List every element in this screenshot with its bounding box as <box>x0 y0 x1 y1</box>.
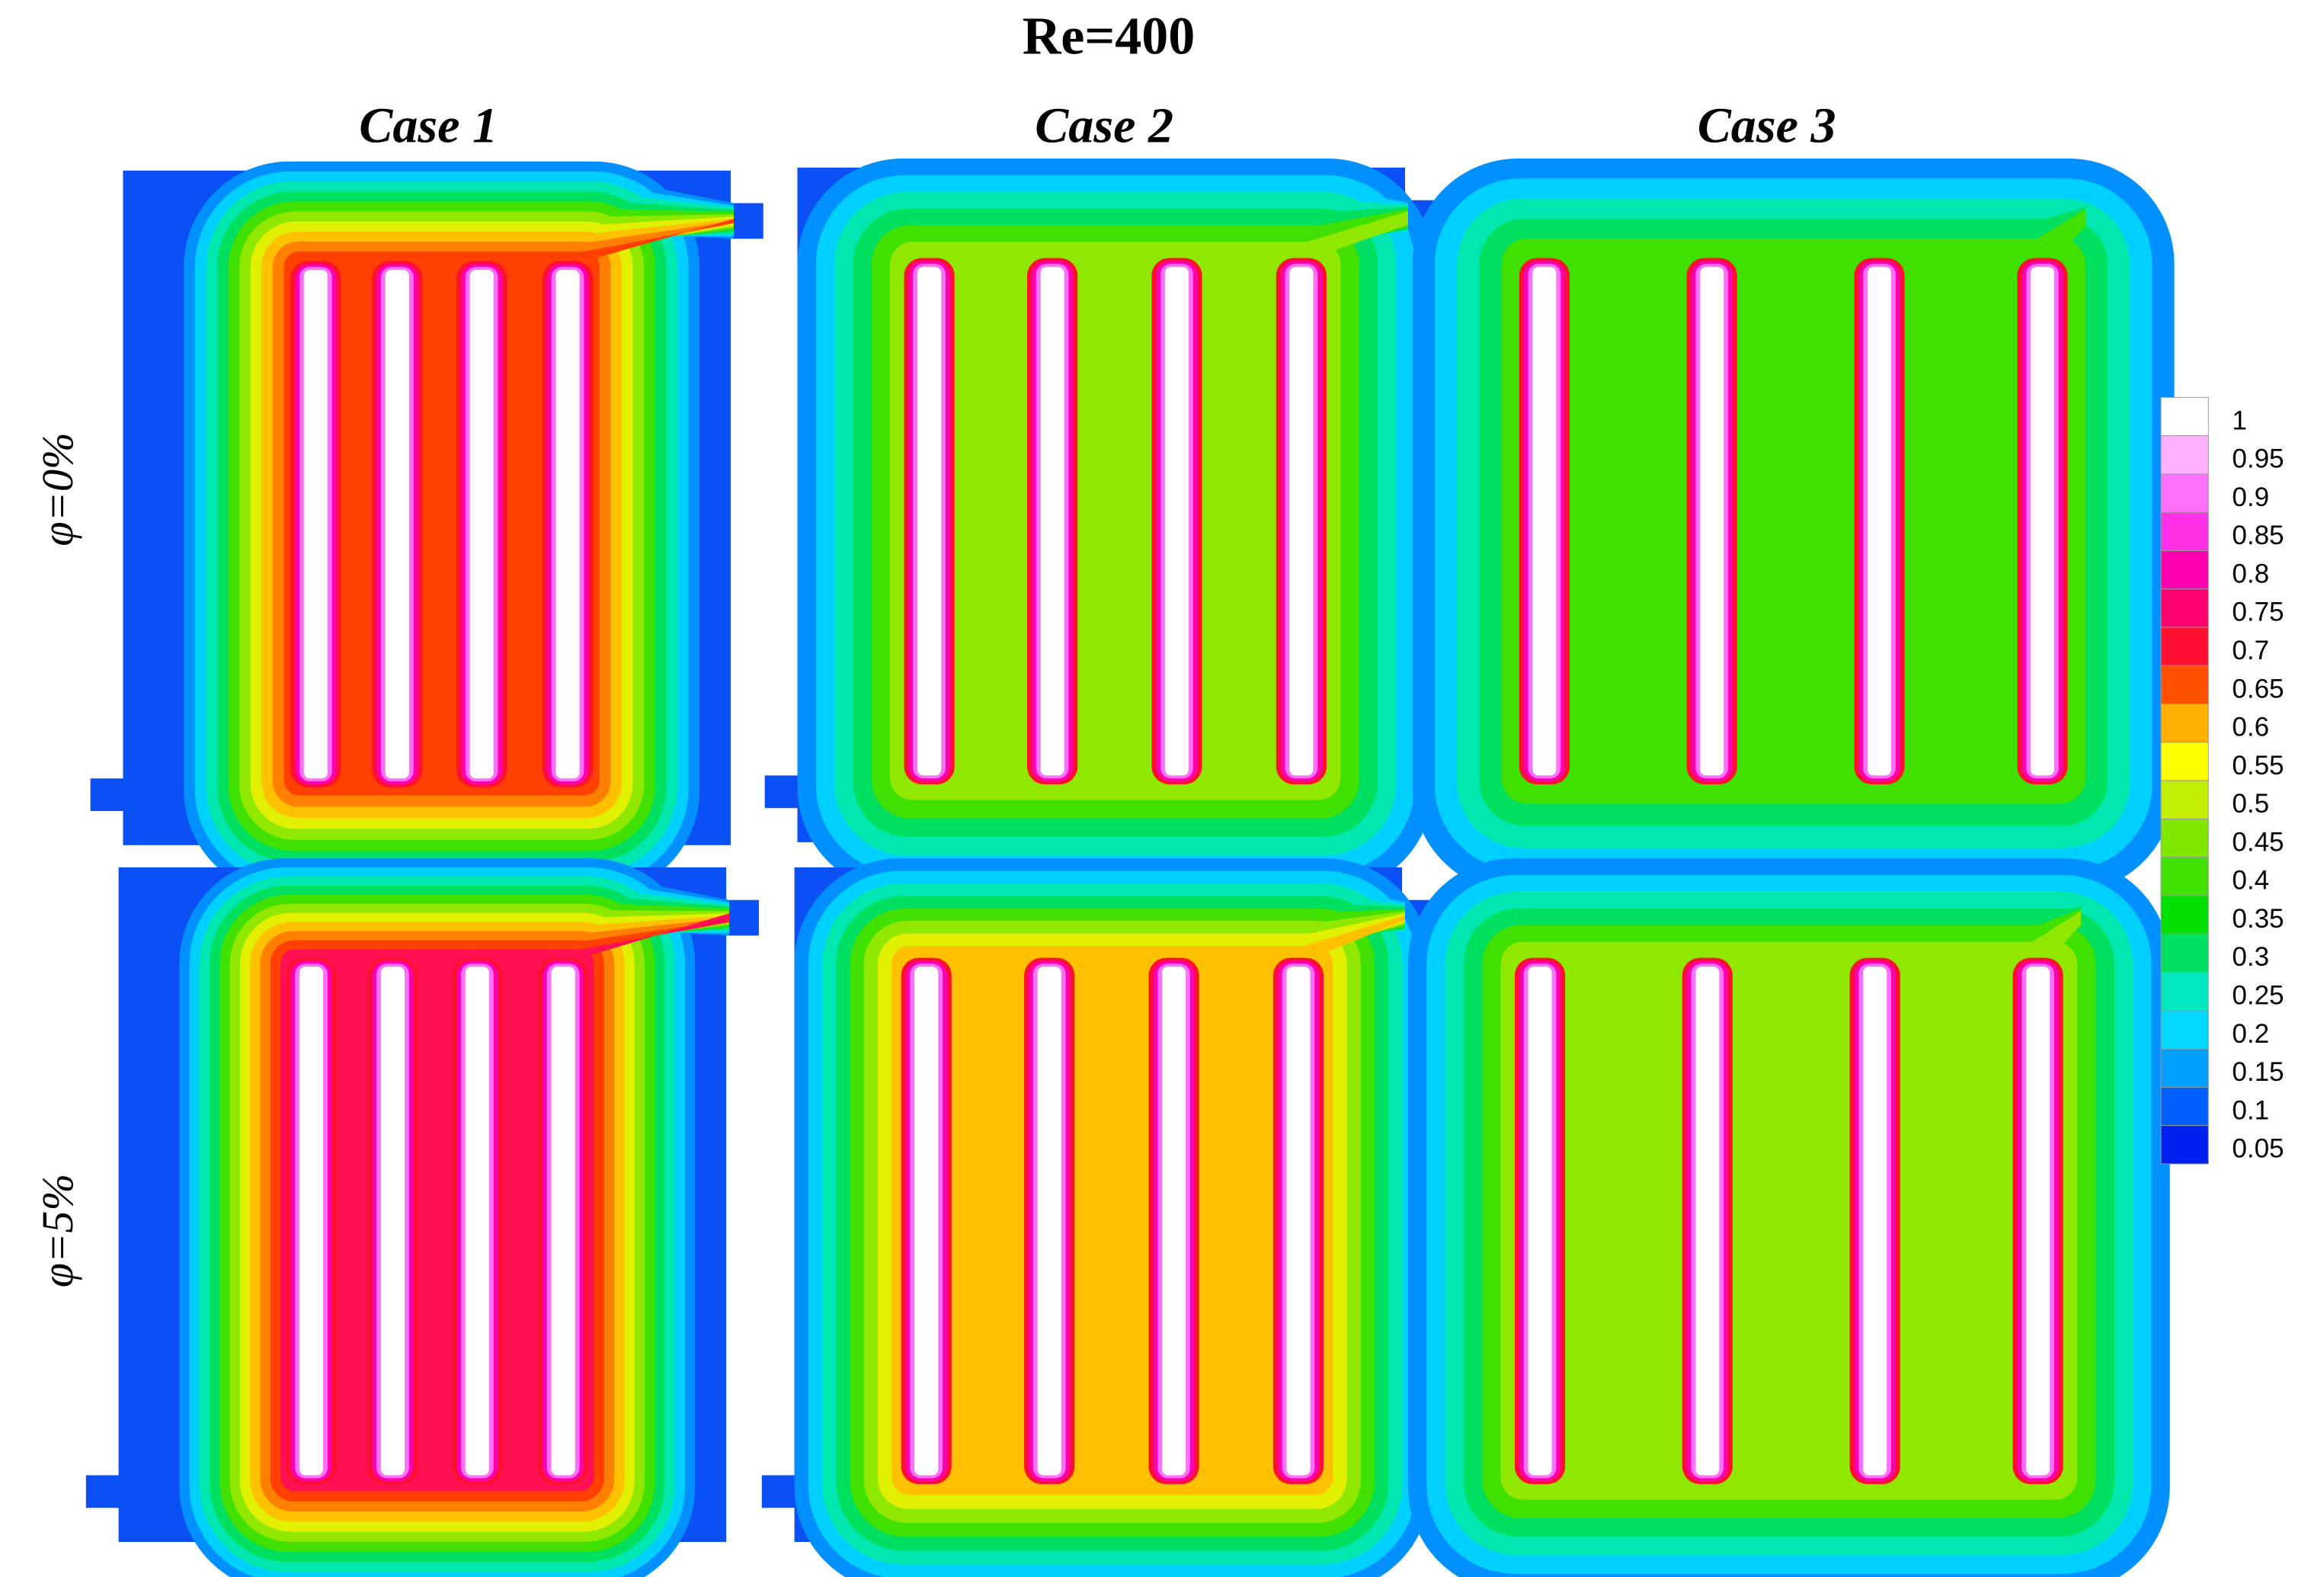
colorbar-swatch <box>2160 396 2209 437</box>
colorbar-label: 0.3 <box>2232 942 2269 972</box>
fin <box>914 966 939 1476</box>
colorbar-label: 0.4 <box>2232 866 2269 896</box>
contour-band <box>280 949 594 1492</box>
contour-panel <box>1407 858 2170 1577</box>
fin <box>469 270 494 779</box>
colorbar-label: 0.6 <box>2232 713 2269 742</box>
fin <box>465 966 489 1476</box>
inlet <box>85 1475 122 1508</box>
inlet <box>90 778 126 812</box>
colorbar-label: 0.25 <box>2232 981 2284 1011</box>
fin <box>380 966 405 1476</box>
colorbar-label: 0.5 <box>2232 789 2269 819</box>
fin <box>917 267 942 776</box>
fin <box>1695 966 1720 1476</box>
colorbar-label: 0.9 <box>2232 482 2269 512</box>
colorbar-label: 0.1 <box>2232 1095 2269 1125</box>
contour-band <box>1286 211 1408 257</box>
contour-band <box>1501 239 2086 804</box>
contour-band <box>548 913 730 960</box>
inlet <box>761 1475 798 1508</box>
colorbar-label: 0.05 <box>2232 1134 2284 1164</box>
contour-band <box>283 252 600 796</box>
colorbar-swatch <box>2160 550 2209 590</box>
contour-band <box>552 218 734 262</box>
colorbar-swatch <box>2160 588 2209 628</box>
figure-title: Re=400 <box>1023 8 1196 66</box>
colorbar-swatch <box>2160 627 2209 666</box>
fin <box>1164 267 1189 776</box>
contour-panel <box>85 858 759 1577</box>
colorbar-label: 0.55 <box>2232 751 2284 780</box>
colorbar-swatch <box>2160 818 2209 858</box>
colorbar-swatch <box>2160 1125 2209 1165</box>
fin <box>1289 267 1314 776</box>
colorbar-swatch <box>2160 1086 2209 1127</box>
contour-band <box>2027 209 2086 256</box>
fin <box>1700 267 1724 776</box>
inlet <box>764 775 801 809</box>
colorbar-swatch <box>2160 972 2209 1011</box>
colorbar-swatch <box>2160 473 2209 513</box>
column-label: Case 3 <box>1698 98 1836 153</box>
contour-band <box>2023 911 2081 957</box>
fin <box>1162 966 1186 1476</box>
fin <box>555 270 580 779</box>
fin <box>385 270 409 779</box>
column-label: Case 2 <box>1035 98 1173 153</box>
colorbar-swatch <box>2160 704 2209 743</box>
colorbar-label: 0.65 <box>2232 674 2284 704</box>
colorbar-swatch <box>2160 857 2209 896</box>
colorbar-label: 0.85 <box>2232 521 2284 550</box>
contour-band <box>548 915 730 957</box>
row-label: φ=0% <box>33 432 82 546</box>
contour-band <box>892 946 1333 1495</box>
fin <box>299 966 324 1476</box>
colorbar-label: 0.7 <box>2232 636 2269 665</box>
contour-band <box>1283 915 1406 958</box>
colorbar-swatch <box>2160 933 2209 973</box>
colorbar-swatch <box>2160 742 2209 781</box>
contour-panel <box>761 858 1435 1577</box>
fin <box>2030 267 2054 776</box>
contour-band <box>1500 941 2078 1500</box>
colorbar-label: 0.15 <box>2232 1057 2284 1087</box>
colorbar-swatch <box>2160 1010 2209 1050</box>
fin <box>1037 966 1061 1476</box>
contour-panel <box>1412 159 2175 893</box>
colorbar-swatch <box>2160 665 2209 705</box>
colorbar-label: 0.35 <box>2232 904 2284 934</box>
fin <box>551 966 575 1476</box>
fin <box>1286 966 1311 1476</box>
fin <box>2026 966 2050 1476</box>
contour-panel <box>764 159 1438 893</box>
fin <box>303 270 328 779</box>
colorbar-label: 0.8 <box>2232 559 2269 588</box>
fin <box>1528 966 1552 1476</box>
row-label: φ=5% <box>33 1174 82 1287</box>
colorbar-swatch <box>2160 511 2209 551</box>
colorbar-label: 1 <box>2232 405 2246 435</box>
fin <box>1863 966 1887 1476</box>
colorbar-swatch <box>2160 895 2209 934</box>
colorbar-swatch <box>2160 435 2209 475</box>
fin <box>1532 267 1557 776</box>
colorbar-label: 0.45 <box>2232 827 2284 857</box>
column-label: Case 1 <box>359 98 498 153</box>
fin <box>1867 267 1892 776</box>
colorbar-swatch <box>2160 1048 2209 1088</box>
contour-band <box>890 242 1341 800</box>
contour-panel <box>90 161 763 896</box>
colorbar-label: 0.95 <box>2232 444 2284 474</box>
colorbar-label: 0.2 <box>2232 1019 2269 1049</box>
fin <box>1040 267 1064 776</box>
colorbar-label: 0.75 <box>2232 598 2284 627</box>
colorbar-swatch <box>2160 780 2209 819</box>
